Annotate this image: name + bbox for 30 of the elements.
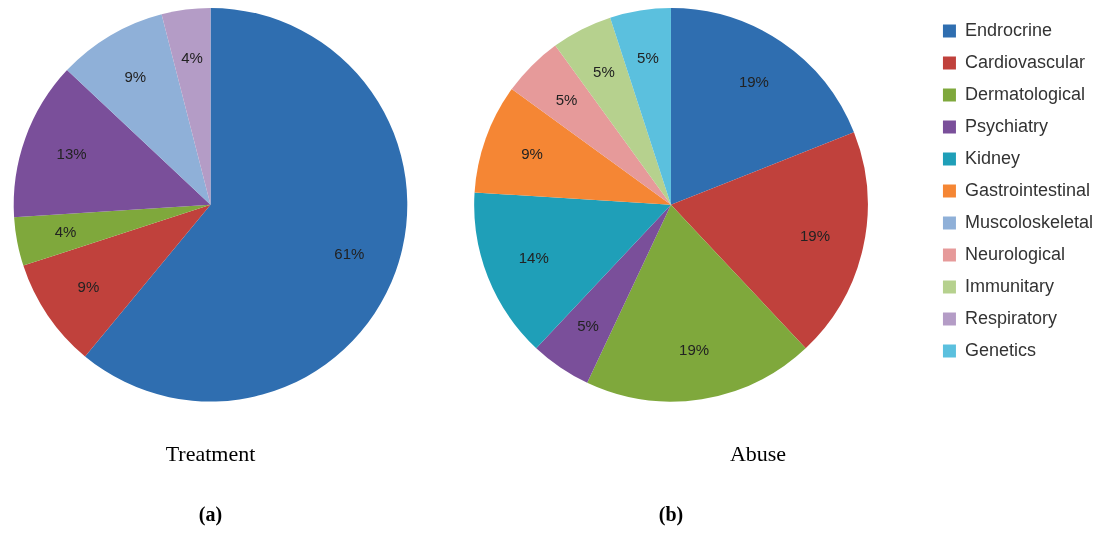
- legend-label: Kidney: [964, 147, 1020, 168]
- data-label: 5%: [577, 317, 599, 335]
- legend-label: Respiratory: [964, 307, 1057, 328]
- data-label: 9%: [521, 144, 543, 162]
- text: Treatment: [165, 440, 256, 466]
- legend-label: Endrocrine: [964, 19, 1052, 40]
- legend-label: Gastrointestinal: [964, 179, 1091, 200]
- data-label: 13%: [56, 144, 87, 162]
- legend-label: Genetics: [964, 339, 1036, 360]
- legend-label: Immunitary: [964, 275, 1054, 296]
- data-label: 4%: [181, 48, 203, 66]
- data-label: 5%: [593, 63, 615, 81]
- text: Abuse: [729, 440, 787, 466]
- data-label: 9%: [124, 67, 147, 85]
- text: (b): [658, 503, 684, 527]
- legend-label: Dermatological: [964, 83, 1086, 104]
- data-label: 61%: [334, 244, 365, 262]
- legend-label: Neurological: [964, 243, 1066, 264]
- data-label: 5%: [637, 49, 659, 67]
- data-label: 5%: [555, 90, 578, 108]
- data-label: 19%: [800, 227, 831, 245]
- legend-label: Psychiatry: [964, 115, 1048, 136]
- data-label: 19%: [679, 340, 710, 358]
- data-label: 4%: [54, 222, 77, 240]
- data-label: 9%: [77, 277, 100, 295]
- text: (a): [198, 503, 223, 527]
- data-label: 19%: [738, 72, 769, 90]
- data-label: 14%: [518, 249, 549, 267]
- legend-label: Cardiovascular: [964, 51, 1086, 72]
- legend-label: Muscoloskeletal: [964, 211, 1094, 232]
